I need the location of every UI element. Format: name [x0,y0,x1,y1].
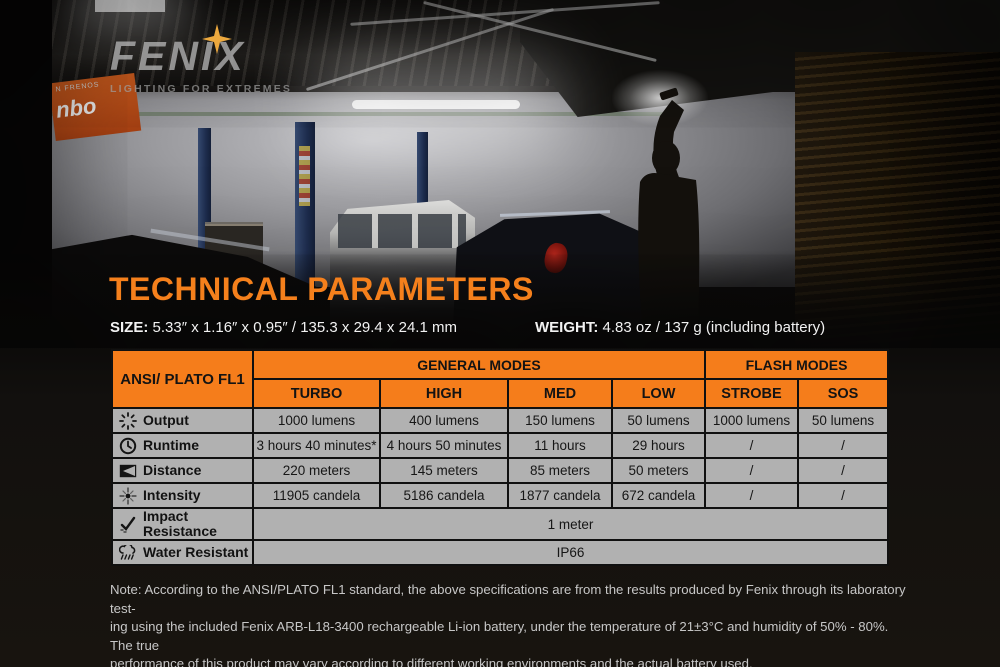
cell-value: / [704,432,799,459]
row-label: Intensity [143,487,201,504]
cell-value: / [704,482,799,509]
weight-value: 4.83 oz / 137 g (including battery) [602,319,826,336]
mode-header-sos: SOS [796,378,890,409]
logo-star-icon [202,24,232,54]
pipe [52,112,672,116]
mode-header-low: LOW [611,378,706,409]
cell-value: 50 lumens [611,407,706,434]
row-label: Runtime [143,437,199,454]
group-header-flash: FLASH MODES [703,349,890,380]
mode-header-turbo: TURBO [252,378,381,409]
beam-distance-icon [119,464,137,478]
cell-value: 11 hours [507,432,613,459]
weight-label: WEIGHT: [535,319,599,336]
clock-icon [119,437,137,455]
mode-header-med: MED [507,378,613,409]
cell-value: 1000 lumens [704,407,799,434]
cell-value: 220 meters [252,457,381,484]
intensity-crosshair-icon [119,486,137,505]
cell-value: 29 hours [611,432,706,459]
cell-value: 11905 candela [252,482,381,509]
mode-header-high: HIGH [379,378,509,409]
cell-value: / [704,457,799,484]
spec-table: ANSI/ PLATO FL1 GENERAL MODES FLASH MODE… [111,349,890,566]
footnotes: Note: According to the ANSI/PLATO FL1 st… [110,581,910,667]
note-line: performance of this product may vary acc… [110,656,753,667]
row-label: Output [143,412,189,429]
table-row-water: Water Resistant IP66 [111,539,890,566]
logo-wordmark: FENIX [110,33,246,79]
table-row-runtime: Runtime 3 hours 40 minutes* 4 hours 50 m… [111,432,890,459]
cell-value: / [796,457,890,484]
table-corner-label: ANSI/ PLATO FL1 [111,349,254,409]
cell-value-span: IP66 [251,539,890,566]
note-line: ing using the included Fenix ARB-L18-340… [110,619,889,653]
size-label: SIZE: [110,319,149,336]
suv-windows [338,214,466,248]
table-row-output: Output 1000 lumens 400 lumens 150 lumens… [111,407,890,434]
table-row-impact: Impact Resistance 1 meter [111,507,890,541]
cell-value: 1000 lumens [252,407,381,434]
cell-value: 50 lumens [796,407,890,434]
rain-water-icon [119,544,137,561]
cell-value-span: 1 meter [251,507,890,541]
cell-value: 1877 candela [507,482,613,509]
cell-value: / [796,432,890,459]
cell-value: 5186 candela [379,482,509,509]
cell-value: 85 meters [507,457,613,484]
fluorescent-lamp [95,0,165,12]
table-row-distance: Distance 220 meters 145 meters 85 meters… [111,457,890,484]
page-title: TECHNICAL PARAMETERS [109,271,534,307]
cell-value: 145 meters [379,457,509,484]
garage-photo-background: N FRENOS nbo [0,0,1000,348]
photo-bottom-fade [0,250,1000,348]
weight-group: WEIGHT: 4.83 oz / 137 g (including batte… [535,319,825,336]
impact-resistance-icon [119,515,137,533]
table-row-intensity: Intensity 11905 candela 5186 candela 187… [111,482,890,509]
cell-value: / [796,482,890,509]
cell-value: 400 lumens [379,407,509,434]
size-value: 5.33″ x 1.16″ x 0.95″ / 135.3 x 29.4 x 2… [152,319,457,336]
cell-value: 3 hours 40 minutes* [252,432,381,459]
fenix-logo: FENIX LIGHTING FOR EXTREMES [110,24,293,95]
group-header-general: GENERAL MODES [252,349,706,380]
row-label: Impact Resistance [143,508,217,539]
row-label: Water Resistant [143,544,249,561]
logo-tagline: LIGHTING FOR EXTREMES [110,83,293,95]
size-weight-line: SIZE: 5.33″ x 1.16″ x 0.95″ / 135.3 x 29… [110,319,910,336]
lift-post-stickers [299,146,310,206]
cell-value: 672 candela [611,482,706,509]
fluorescent-lamp [352,100,520,109]
cell-value: 150 lumens [507,407,613,434]
mode-header-strobe: STROBE [704,378,799,409]
cell-value: 4 hours 50 minutes [379,432,509,459]
cell-value: 50 meters [611,457,706,484]
row-label: Distance [143,462,202,479]
light-output-icon [119,411,137,430]
note-line: Note: According to the ANSI/PLATO FL1 st… [110,582,906,616]
